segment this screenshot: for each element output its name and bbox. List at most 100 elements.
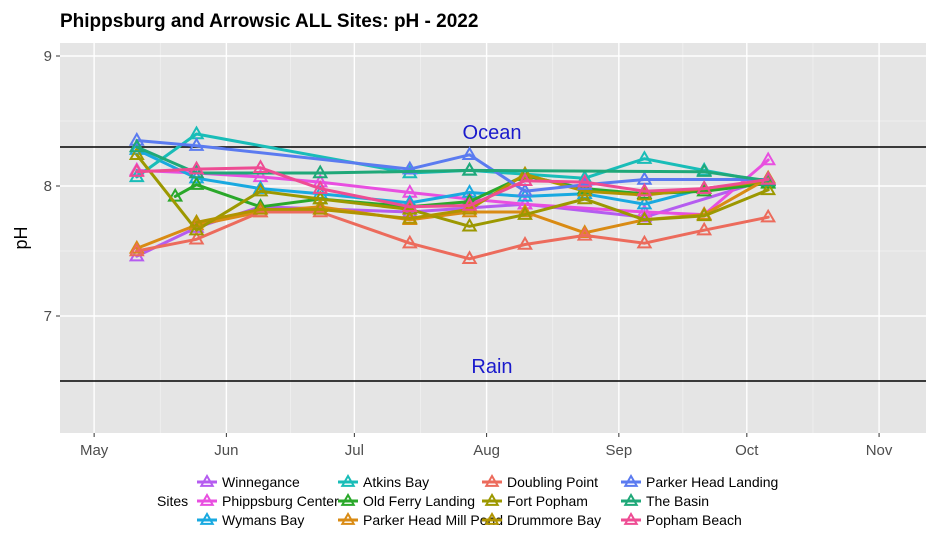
data-point	[576, 182, 593, 197]
data-point	[576, 224, 593, 239]
data-point	[461, 200, 478, 215]
reference-label-ocean: Ocean	[463, 122, 522, 144]
data-point	[188, 176, 205, 190]
data-point	[128, 242, 145, 257]
x-tick-label: Oct	[735, 442, 759, 459]
reference-label-rain: Rain	[471, 356, 512, 378]
data-point	[461, 146, 478, 161]
y-tick-label: 9	[44, 48, 52, 65]
data-point	[461, 217, 478, 232]
legend-label: Atkins Bay	[363, 474, 429, 490]
series-fort-popham	[128, 146, 777, 236]
data-point	[636, 211, 653, 226]
legend-key-marker	[484, 511, 500, 525]
legend-item-parker-head-mill-pond: Parker Head Mill Pond	[338, 511, 503, 528]
legend-label: Fort Popham	[507, 493, 588, 509]
series-line-popham-beach	[135, 166, 770, 209]
legend-label: Drummore Bay	[507, 512, 601, 528]
legend-key-marker	[199, 473, 215, 487]
legend-item-drummore-bay: Drummore Bay	[482, 511, 601, 528]
legend-label: Wymans Bay	[222, 512, 304, 528]
x-tick-label: Jul	[345, 442, 364, 459]
legend-key-marker	[199, 492, 215, 506]
x-tick-label: Aug	[473, 442, 500, 459]
data-point	[188, 213, 205, 228]
data-point	[188, 230, 205, 245]
series-popham-beach	[128, 159, 777, 213]
x-tick-label: May	[80, 442, 109, 459]
data-point	[636, 186, 653, 201]
series-line-doubling-point	[135, 210, 770, 261]
data-point	[576, 226, 593, 241]
legend-item-wymans-bay: Wymans Bay	[197, 511, 304, 528]
legend-label: Winnegance	[222, 474, 300, 490]
data-point	[128, 163, 145, 177]
legend-key-marker	[340, 511, 356, 525]
data-series	[128, 125, 777, 265]
legend-title: Sites	[157, 493, 188, 509]
data-point	[636, 182, 653, 197]
legend-key-marker	[340, 473, 356, 487]
legend-label: The Basin	[646, 493, 709, 509]
legend-key-marker	[623, 492, 639, 506]
y-tick-label: 7	[44, 308, 52, 325]
data-point	[167, 187, 184, 202]
data-point	[252, 159, 269, 174]
data-point	[517, 235, 533, 250]
legend-key-marker	[340, 492, 356, 506]
data-point	[760, 170, 777, 185]
legend-key-marker	[623, 511, 639, 525]
data-point	[312, 200, 329, 215]
data-point	[461, 196, 478, 211]
plot-panel	[60, 43, 926, 433]
series-line-phippsburg-center	[135, 158, 770, 217]
data-point	[312, 164, 329, 179]
data-point	[517, 182, 533, 197]
data-point	[517, 165, 533, 180]
legend-key-marker	[484, 492, 500, 506]
legend-key-marker	[623, 473, 639, 487]
data-point	[401, 198, 418, 213]
legend-item-atkins-bay: Atkins Bay	[338, 473, 429, 490]
data-point	[517, 203, 533, 218]
legend-label: Phippsburg Center	[222, 493, 339, 509]
data-point	[696, 163, 713, 177]
x-tick-label: Jun	[214, 442, 238, 459]
data-point	[188, 221, 205, 236]
data-point	[461, 161, 478, 176]
data-point	[401, 160, 418, 175]
data-point	[188, 164, 205, 179]
y-tick-label: 8	[44, 178, 52, 195]
legend-label: Doubling Point	[507, 474, 598, 490]
data-point	[401, 209, 418, 224]
data-point	[128, 138, 145, 153]
data-point	[696, 221, 713, 236]
axes: 7 8 9 May Jun Jul Aug Sep Oct Nov	[44, 48, 893, 459]
data-point	[128, 146, 145, 161]
legend-item-doubling-point: Doubling Point	[482, 473, 598, 490]
legend-key-marker	[199, 511, 215, 525]
legend-item-winnegance: Winnegance	[197, 473, 300, 490]
x-tick-label: Nov	[866, 442, 893, 459]
legend-item-popham-beach: Popham Beach	[621, 511, 742, 528]
data-point	[252, 200, 269, 215]
legend-item-parker-head-landing: Parker Head Landing	[621, 473, 778, 490]
data-point	[636, 203, 653, 218]
data-point	[696, 180, 713, 194]
data-point	[696, 207, 713, 222]
data-point	[636, 234, 653, 249]
series-line-fort-popham	[135, 153, 770, 232]
chart-title: Phippsburg and Arrowsic ALL Sites: pH - …	[60, 11, 478, 32]
legend-label: Parker Head Mill Pond	[363, 512, 503, 528]
data-point	[461, 250, 478, 265]
data-point	[128, 239, 145, 254]
data-point	[760, 151, 777, 166]
data-point	[760, 208, 777, 223]
series-line-parker-head-landing	[135, 139, 770, 193]
legend-item-the-basin: The Basin	[621, 492, 709, 509]
data-point	[636, 195, 653, 210]
data-point	[636, 150, 653, 164]
data-point	[401, 234, 418, 249]
legend-item-phippsburg-center: Phippsburg Center	[197, 492, 339, 509]
y-axis-title: pH	[11, 226, 31, 249]
